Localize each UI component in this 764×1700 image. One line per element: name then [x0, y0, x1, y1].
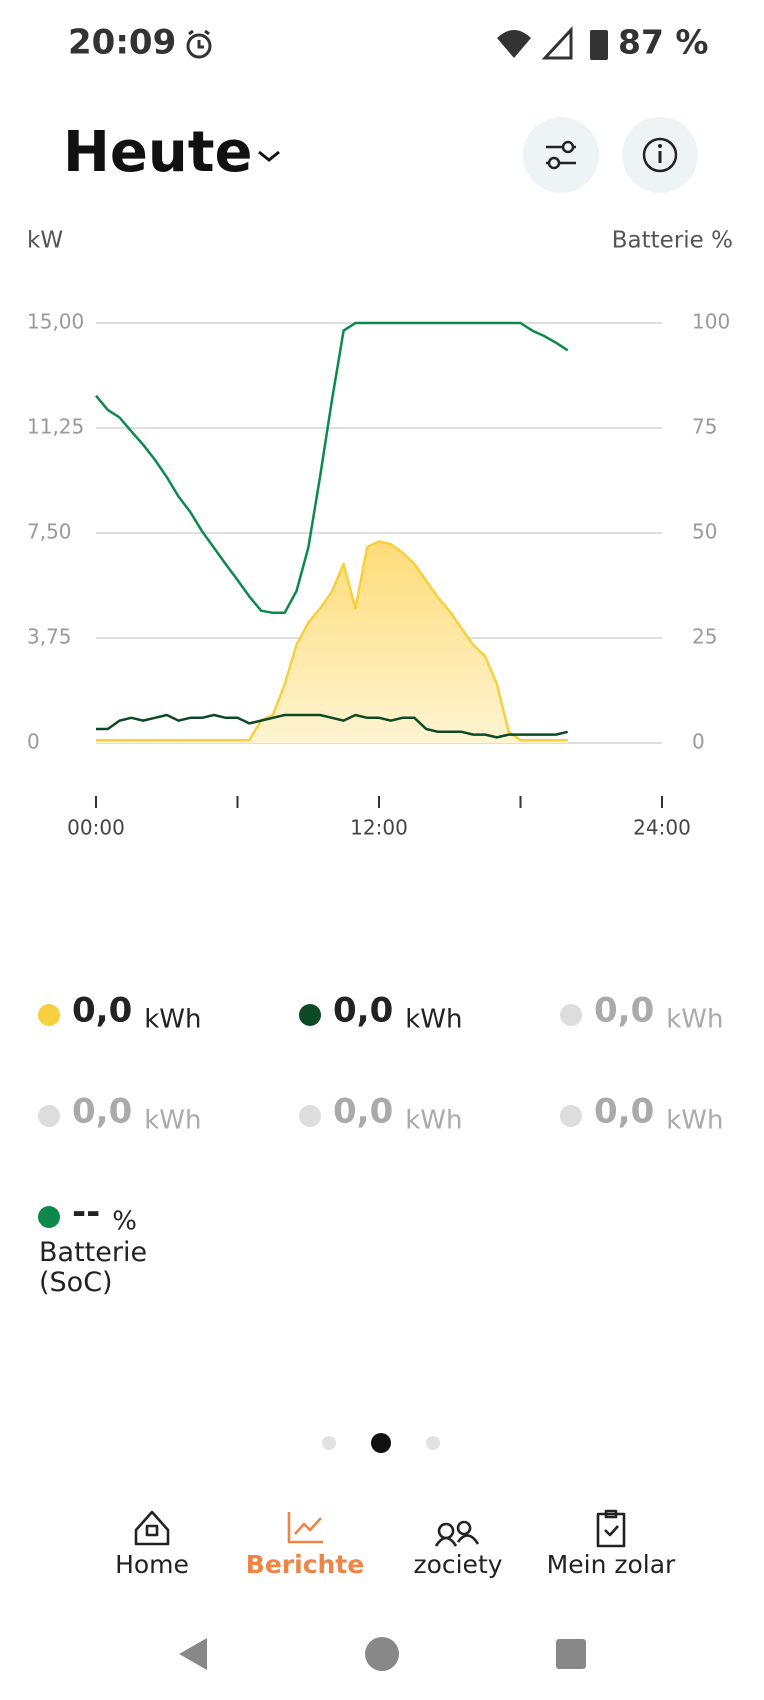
y-axis-label: kW [27, 228, 63, 254]
nav-icon [287, 1512, 323, 1544]
nav-item[interactable]: Berichte [246, 1512, 364, 1579]
y2-tick-label: 25 [692, 625, 717, 649]
status-battery: 87 % [618, 23, 708, 62]
back-button[interactable] [179, 1638, 207, 1670]
home-button[interactable] [365, 1637, 399, 1671]
y-tick-label: 15,00 [27, 310, 84, 334]
signal-icon [541, 26, 573, 60]
legend-dot [299, 1105, 321, 1127]
nav-icon [596, 1509, 626, 1548]
total-value: 0,0 [72, 1092, 132, 1132]
total-value: 0,0 [72, 991, 132, 1031]
x-tick-label: 24:00 [633, 816, 691, 840]
total-unit: kWh [405, 1005, 462, 1035]
alarm-icon [186, 29, 212, 59]
nav-item[interactable]: Home [115, 1510, 189, 1579]
status-time: 20:09 [68, 23, 176, 63]
y-tick-label: 7,50 [27, 520, 72, 544]
nav-item[interactable]: zociety [413, 1520, 503, 1579]
page-dot[interactable] [426, 1436, 440, 1450]
y2-tick-label: 100 [692, 310, 730, 334]
info-button[interactable] [622, 117, 698, 193]
y2-axis-label: Batterie % [612, 228, 733, 254]
x-tick-label: 00:00 [67, 816, 125, 840]
page-title[interactable]: Heute [63, 120, 252, 185]
wifi-icon [497, 30, 531, 58]
line [96, 713, 568, 739]
y-tick-label: 3,75 [27, 625, 72, 649]
battery-icon [590, 30, 608, 60]
total-value: 0,0 [594, 991, 654, 1031]
nav-label: Home [115, 1550, 189, 1579]
nav-icon [134, 1510, 170, 1546]
total-unit: kWh [144, 1106, 201, 1136]
total-unit: kWh [144, 1005, 201, 1035]
y2-tick-label: 75 [692, 415, 717, 439]
page-dot-active[interactable] [371, 1433, 391, 1453]
nav-label: zociety [413, 1550, 502, 1579]
legend-label: Batterie (SoC) [39, 1237, 147, 1298]
nav-icon [434, 1520, 480, 1547]
total-unit: % [112, 1207, 137, 1237]
total-unit: kWh [666, 1106, 723, 1136]
line [96, 540, 568, 742]
y-tick-label: 0 [27, 730, 40, 754]
total-unit: kWh [666, 1005, 723, 1035]
legend-dot [560, 1105, 582, 1127]
total-value: 0,0 [333, 991, 393, 1031]
line [95, 321, 569, 615]
legend-dot [560, 1004, 582, 1026]
legend-dot [38, 1004, 60, 1026]
page-dot[interactable] [322, 1436, 336, 1450]
nav-label: Berichte [246, 1550, 364, 1579]
total-value: -- [72, 1193, 100, 1233]
area [96, 541, 568, 743]
total-value: 0,0 [594, 1092, 654, 1132]
legend-dot [299, 1004, 321, 1026]
filter-button[interactable] [523, 117, 599, 193]
y2-tick-label: 50 [692, 520, 717, 544]
total-value: 0,0 [333, 1092, 393, 1132]
legend-dot [38, 1206, 60, 1228]
recents-button[interactable] [556, 1639, 586, 1669]
y2-tick-label: 0 [692, 730, 705, 754]
nav-item[interactable]: Mein zolar [547, 1509, 676, 1579]
dropdown-icon[interactable] [258, 150, 280, 162]
legend-dot [38, 1105, 60, 1127]
y-tick-label: 11,25 [27, 415, 84, 439]
total-unit: kWh [405, 1106, 462, 1136]
nav-label: Mein zolar [547, 1550, 676, 1579]
x-tick-label: 12:00 [350, 816, 408, 840]
